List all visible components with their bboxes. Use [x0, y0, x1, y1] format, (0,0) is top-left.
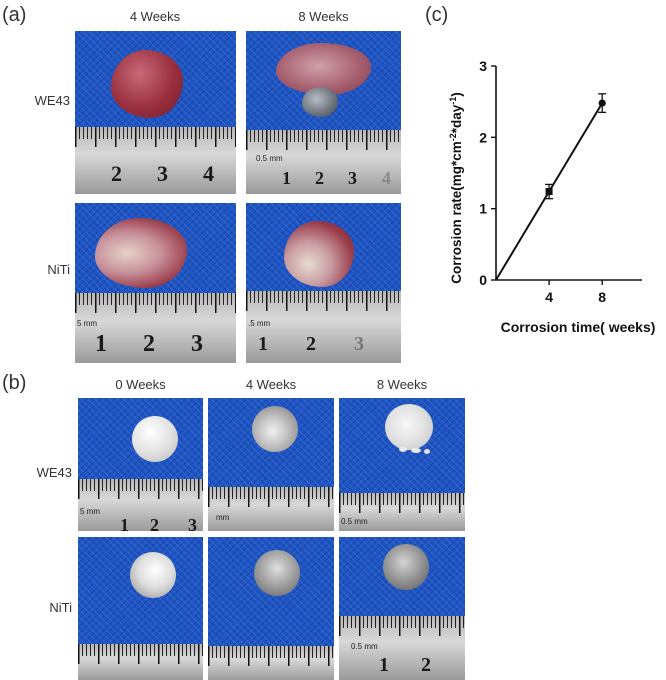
panel-b-col-0w: 0 Weeks: [115, 377, 166, 392]
ruler-number: 2: [150, 515, 159, 531]
photo-b-niti-8weeks: 0.5 mm 1 2: [339, 537, 465, 680]
ruler-major-ticks: [78, 644, 203, 664]
ruler: .5 mm 1 2 3: [246, 291, 401, 363]
chart-axes: 0 1 2 3 4 8: [479, 58, 642, 305]
y-label-part: ): [449, 92, 464, 97]
ruler-number: 1: [379, 654, 389, 676]
ruler-major-ticks: [246, 130, 401, 150]
photo-a-we43-4weeks: 2 3 4: [75, 31, 236, 194]
x-tick-label: 4: [545, 289, 553, 305]
ruler-number: 2: [421, 654, 431, 676]
y-tick-label: 0: [479, 272, 487, 288]
ruler: [208, 646, 334, 680]
x-tick-label: 8: [598, 289, 606, 305]
ruler-unit: .5 mm: [248, 319, 271, 328]
ruler-number: 3: [191, 331, 203, 357]
ruler-number: 1: [258, 333, 268, 355]
ruler: 5 mm 1 2 3: [75, 293, 236, 363]
photo-b-we43-4weeks: mm: [208, 398, 334, 531]
panel-a-row-niti: NiTi: [47, 262, 70, 277]
corroded-disc: [385, 404, 433, 450]
corrosion-fragment: [399, 446, 407, 452]
y-label-part: Corrosion rate(mg*cm: [449, 141, 464, 284]
ruler-major-ticks: [208, 646, 334, 666]
metal-disc: [132, 416, 178, 462]
ruler-unit: 0.5 mm: [351, 642, 378, 651]
photo-a-niti-4weeks: 5 mm 1 2 3: [75, 203, 236, 363]
ruler-number: 3: [354, 333, 364, 355]
ruler-number: 2: [306, 333, 316, 355]
panel-a-label: (a): [2, 4, 27, 26]
tissue-sample: [111, 50, 183, 118]
corroded-metal: [302, 87, 338, 117]
photo-b-niti-0weeks: [78, 537, 203, 680]
y-label-part: *day: [449, 104, 464, 133]
ruler-number: 1: [95, 331, 107, 357]
panel-a-col-4w: 4 Weeks: [129, 9, 181, 24]
ruler-number: 1: [120, 515, 129, 531]
ruler: mm: [208, 487, 334, 531]
corrosion-rate-chart: 0 1 2 3 4 8 Corrosion rate(mg*cm-2*day-1) Cor…: [448, 58, 656, 335]
y-label-superscript: -2: [448, 133, 458, 141]
panel-c-label: (c): [425, 4, 449, 26]
panel-b-row-we43: WE43: [36, 465, 72, 480]
y-tick-label: 1: [479, 201, 487, 217]
ruler: 5 mm 1 2 3: [78, 479, 203, 531]
tissue-sample: [276, 43, 371, 95]
ruler: 0.5 mm 1 2: [339, 616, 465, 680]
ruler: 0.5 mm: [339, 493, 465, 531]
x-axis-label: Corrosion time( weeks): [501, 319, 656, 335]
ruler: [78, 644, 203, 680]
metal-disc: [254, 550, 300, 596]
ruler-number: 3: [157, 161, 168, 186]
ruler-unit: 0.5 mm: [341, 517, 368, 526]
corrosion-fragment: [411, 448, 421, 453]
ruler-major-ticks: [339, 616, 465, 636]
photo-b-we43-8weeks: 0.5 mm: [339, 398, 465, 531]
y-tick-label: 2: [479, 129, 487, 145]
ruler-major-ticks: [78, 479, 203, 499]
y-axis-label: Corrosion rate(mg*cm-2*day-1): [448, 92, 464, 284]
ruler-number: 3: [188, 515, 197, 531]
photo-b-niti-4weeks: [208, 537, 334, 680]
photo-a-niti-8weeks: .5 mm 1 2 3: [246, 203, 401, 363]
ruler-unit: mm: [216, 513, 230, 522]
ruler-unit: 0.5 mm: [256, 154, 283, 163]
ruler-major-ticks: [246, 291, 401, 311]
data-point: [545, 188, 553, 196]
data-point: [598, 99, 606, 107]
ruler-number: 1: [282, 168, 291, 188]
ruler-number: 4: [382, 168, 391, 188]
panel-b-label: (b): [2, 372, 27, 394]
ruler-major-ticks: [208, 487, 334, 507]
y-tick-label: 3: [479, 58, 487, 74]
corrosion-fragment: [424, 449, 430, 454]
ruler-major-ticks: [75, 293, 236, 313]
y-label-superscript: -1: [448, 97, 458, 105]
ruler: 0.5 mm 1 2 3 4: [246, 130, 401, 194]
ruler-major-ticks: [75, 127, 236, 147]
ruler-number: 2: [143, 331, 155, 357]
chart-marks: [495, 93, 607, 281]
ruler-number: 2: [315, 168, 324, 188]
metal-disc: [383, 544, 429, 590]
photo-a-we43-8weeks: 0.5 mm 1 2 3 4: [246, 31, 401, 194]
panel-b-row-niti: NiTi: [49, 600, 72, 615]
ruler-number: 2: [111, 161, 122, 186]
metal-disc: [130, 552, 176, 598]
ruler-unit: 5 mm: [80, 507, 100, 516]
ruler-number: 4: [203, 161, 214, 186]
tissue-sample: [95, 218, 187, 288]
panel-b-col-4w: 4 Weeks: [245, 377, 297, 392]
panel-a-row-we43: WE43: [34, 93, 70, 108]
tissue-sample: [284, 221, 354, 287]
ruler-number: 3: [348, 168, 357, 188]
ruler: 2 3 4: [75, 127, 236, 194]
corroded-disc: [252, 406, 298, 452]
panel-b-col-8w: 8 Weeks: [376, 377, 428, 392]
ruler-major-ticks: [339, 493, 465, 513]
ruler-unit: 5 mm: [77, 319, 97, 328]
photo-b-we43-0weeks: 5 mm 1 2 3: [78, 398, 203, 531]
panel-a-col-8w: 8 Weeks: [298, 9, 349, 24]
